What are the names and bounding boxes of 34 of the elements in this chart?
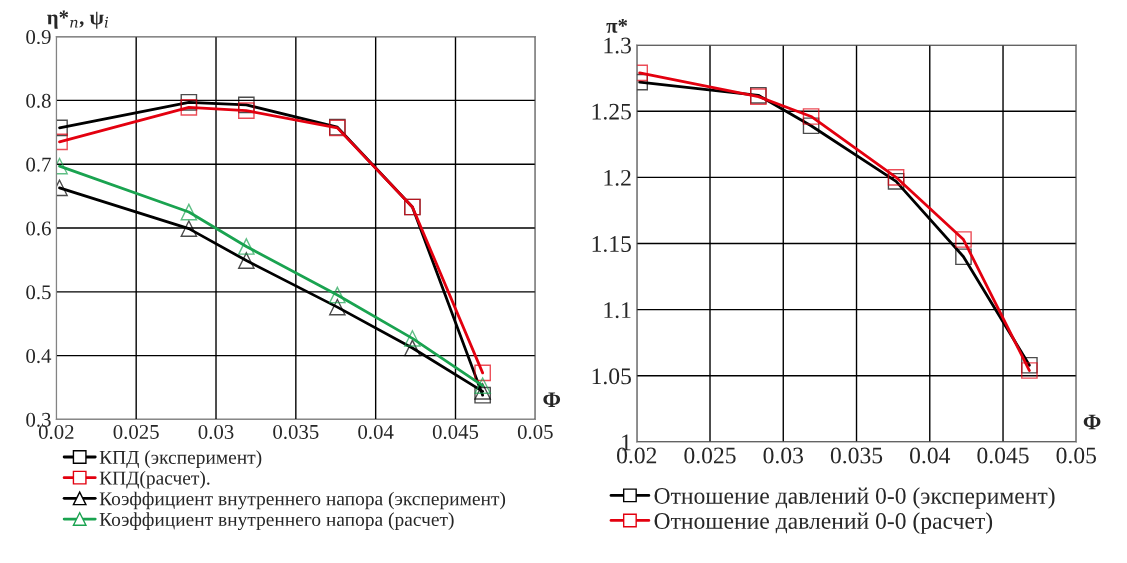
x-tick-label: 0.04 bbox=[910, 447, 951, 464]
x-tick-label: 0.045 bbox=[977, 447, 1029, 464]
x-tick-label: 0.03 bbox=[763, 447, 803, 464]
x-tick-label: 0.035 bbox=[273, 424, 319, 440]
legend-label: Коэффициент внутреннего напора (расчет) bbox=[99, 512, 454, 531]
x-tick-label: 0.05 bbox=[517, 424, 553, 440]
y-tick-label: 0.8 bbox=[26, 93, 51, 108]
y-tick-label: 1.3 bbox=[604, 37, 631, 54]
x-axis-title: Φ bbox=[543, 392, 561, 408]
y-tick-label: 0.4 bbox=[26, 349, 52, 364]
x-tick-label: 0.035 bbox=[830, 447, 883, 464]
x-tick-label: 0.04 bbox=[358, 424, 394, 440]
x-tick-label: 0.025 bbox=[684, 447, 736, 464]
y-axis-title: η*$_{п}$, ψ$_{i}$ bbox=[47, 10, 109, 29]
y-tick-label: 1.1 bbox=[604, 302, 631, 319]
y-tick-label: 0.9 bbox=[26, 29, 51, 45]
x-tick-label: 0.05 bbox=[1056, 447, 1097, 464]
legend-label: КПД (эксперимент) bbox=[99, 450, 262, 468]
x-tick-label: 0.03 bbox=[198, 424, 234, 440]
y-tick-label: 0.7 bbox=[26, 157, 51, 172]
y-tick-label: 0.6 bbox=[26, 221, 51, 236]
legend-label: КПД(расчет). bbox=[99, 470, 210, 489]
legend-label: Коэффициент внутреннего напора (эксперимент) bbox=[99, 491, 506, 510]
y-tick-label: 1.05 bbox=[592, 368, 631, 385]
y-tick-label: 1.2 bbox=[604, 169, 631, 186]
x-tick-label: 0.025 bbox=[113, 424, 159, 440]
legend-label: Отношение давлений 0-0 (эксперимент) bbox=[654, 487, 1055, 509]
y-tick-label: 1.25 bbox=[592, 103, 631, 120]
y-tick-label: 0.5 bbox=[26, 285, 51, 300]
x-axis-title: Φ bbox=[1083, 414, 1101, 430]
x-tick-label: 0.045 bbox=[432, 424, 479, 440]
legend-label: Отношение давлений 0-0 (расчет) bbox=[654, 512, 993, 534]
y-axis-title: π* bbox=[606, 18, 628, 33]
y-tick-label: 1.15 bbox=[592, 236, 631, 253]
